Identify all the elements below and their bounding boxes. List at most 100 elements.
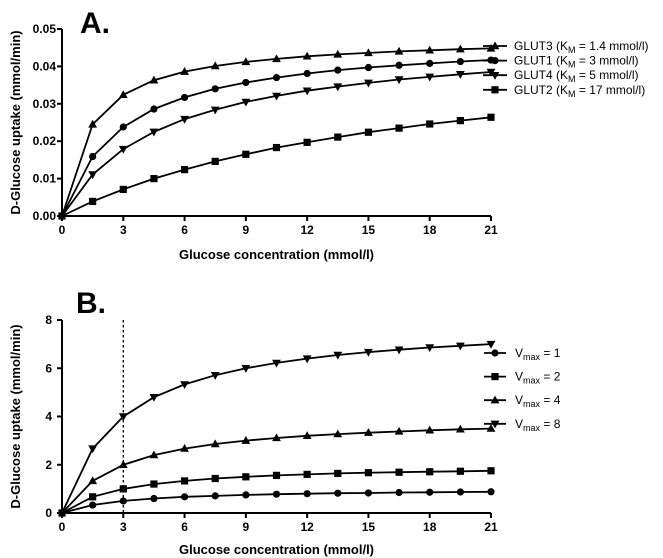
data-point: [486, 423, 496, 432]
data-point: [303, 470, 311, 478]
legend-label: GLUT4 (KM = 5 mmol/l): [514, 68, 639, 84]
data-point: [150, 175, 158, 183]
data-point: [395, 488, 403, 497]
x-tick-label: 9: [243, 223, 250, 237]
data-point: [456, 57, 464, 66]
x-tick-label: 6: [181, 520, 188, 534]
data-point: [241, 365, 251, 373]
x-tick-label: 3: [120, 520, 127, 534]
legend-entry: GLUT3 (KM = 1.4 mmol/l): [483, 39, 649, 55]
data-point: [272, 471, 281, 479]
data-point: [180, 166, 189, 174]
y-tick-label: 0.00: [33, 209, 57, 223]
data-point: [333, 351, 343, 360]
data-point: [241, 436, 251, 444]
data-point: [180, 477, 189, 485]
x-tick-label: 9: [243, 520, 250, 534]
panel-label-a: A.: [80, 7, 110, 40]
data-point: [119, 497, 127, 505]
y-tick-label: 0.04: [33, 59, 57, 73]
data-point: [211, 157, 219, 165]
data-point: [425, 73, 435, 82]
legend-label: GLUT1 (KM = 3 mmol/l): [514, 54, 639, 70]
data-point: [487, 488, 495, 496]
data-point: [333, 429, 343, 438]
data-point-origin: [58, 509, 66, 517]
y-tick-label: 0: [45, 506, 52, 520]
legend-marker: [490, 420, 500, 429]
data-point: [394, 346, 404, 355]
data-point: [149, 450, 159, 459]
data-point: [364, 469, 373, 477]
data-point: [150, 480, 158, 488]
series-triangle-down: [61, 340, 496, 514]
legend-label: Vmax = 8: [515, 417, 561, 433]
data-point: [395, 61, 403, 69]
legend-entry: Vmax = 1: [484, 346, 561, 362]
data-point: [210, 372, 220, 380]
legend-entry: Vmax = 8: [484, 417, 561, 433]
x-tick-label: 0: [59, 520, 66, 534]
legend-marker: [491, 86, 499, 94]
series-triangle-down: [61, 68, 496, 217]
data-point: [150, 494, 158, 503]
data-point: [455, 342, 465, 351]
data-point: [364, 128, 373, 136]
series-circle: [61, 488, 495, 514]
legend-entry: GLUT4 (KM = 5 mmol/l): [483, 68, 639, 84]
data-point: [242, 78, 250, 87]
data-point: [118, 90, 128, 99]
y-tick-label: 0.05: [33, 22, 57, 36]
x-axis-title: Glucose concentration (mmol/l): [179, 542, 374, 557]
y-axis-title: D-Glucose uptake (mmol/min): [8, 324, 23, 508]
data-point: [303, 490, 311, 498]
y-tick-label: 2: [45, 458, 52, 472]
data-point: [364, 428, 373, 436]
y-tick-label: 0.02: [33, 134, 57, 148]
legend-label: Vmax = 1: [515, 346, 561, 362]
legend-entry: GLUT1 (KM = 3 mmol/l): [483, 54, 639, 70]
data-point: [211, 85, 219, 93]
data-point: [272, 433, 281, 442]
x-tick-label: 3: [120, 223, 127, 237]
data-point: [486, 68, 496, 77]
data-point: [302, 51, 312, 60]
series-triangle-up: [61, 423, 496, 514]
data-point: [242, 473, 250, 481]
data-point: [88, 476, 98, 485]
data-point: [455, 44, 465, 53]
x-tick-label: 12: [300, 223, 314, 237]
data-point: [180, 443, 189, 452]
data-point: [242, 491, 250, 499]
panel-label-b: B.: [76, 287, 106, 320]
data-point: [241, 98, 251, 107]
data-point: [180, 67, 189, 75]
data-point: [333, 83, 343, 92]
data-point: [210, 106, 220, 115]
y-tick-label: 0.03: [33, 97, 57, 111]
x-tick-label: 18: [423, 520, 437, 534]
data-point: [334, 489, 342, 497]
data-point: [364, 48, 373, 57]
data-point: [395, 124, 403, 132]
data-point: [119, 185, 127, 194]
data-point: [89, 493, 97, 501]
series-line: [61, 116, 492, 217]
y-tick-label: 6: [45, 361, 52, 375]
legend-entry: Vmax = 2: [484, 370, 561, 386]
data-point: [272, 359, 281, 368]
legend-entry: GLUT2 (KM = 17 mmol/l): [483, 83, 645, 99]
legend-entry: Vmax = 4: [484, 393, 561, 409]
data-point: [149, 394, 159, 402]
data-point: [272, 490, 281, 498]
data-point: [425, 425, 435, 434]
data-point: [180, 381, 189, 390]
data-point: [486, 43, 496, 52]
x-tick-label: 6: [181, 223, 188, 237]
y-axis-title: D-Glucose uptake (mmol/min): [8, 30, 23, 214]
data-point: [395, 468, 403, 476]
x-tick-label: 15: [362, 223, 376, 237]
data-point: [364, 489, 373, 497]
data-point: [394, 76, 404, 85]
